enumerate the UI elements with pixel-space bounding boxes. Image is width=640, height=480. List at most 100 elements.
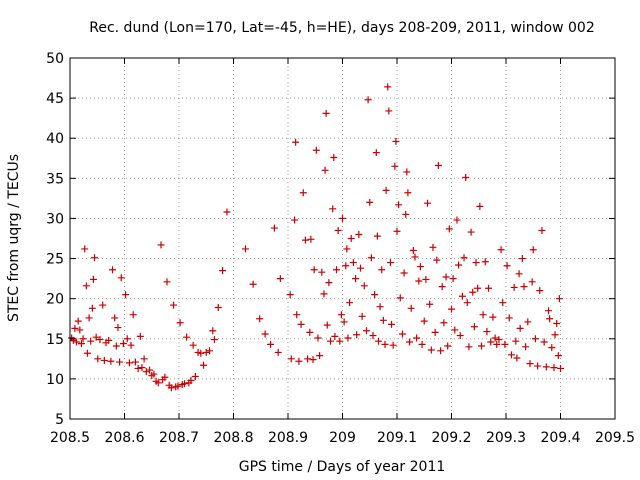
data-point: [256, 315, 264, 323]
data-point: [76, 326, 84, 334]
data-point: [481, 258, 489, 266]
data-point: [116, 358, 124, 366]
data-point: [434, 161, 442, 169]
data-point: [465, 343, 473, 351]
data-point: [356, 264, 364, 272]
data-point: [460, 254, 468, 262]
data-point: [320, 290, 328, 298]
data-point: [314, 334, 322, 342]
data-point: [167, 384, 175, 392]
data-point: [214, 303, 222, 311]
data-point: [513, 354, 521, 362]
data-point: [274, 348, 282, 356]
data-point: [437, 347, 445, 355]
data-point: [336, 337, 344, 345]
data-point: [138, 364, 146, 372]
data-point: [346, 299, 354, 307]
data-point: [371, 291, 379, 299]
data-point: [551, 331, 559, 339]
data-point: [395, 201, 403, 209]
data-point: [501, 340, 509, 348]
data-point: [73, 338, 81, 346]
data-point: [388, 320, 396, 328]
data-point: [545, 307, 553, 315]
data-point: [438, 283, 446, 291]
data-point: [477, 342, 485, 350]
data-point: [112, 342, 120, 350]
data-point: [111, 314, 119, 322]
data-point: [249, 280, 257, 288]
y-tick-label: 50: [46, 51, 64, 67]
data-point: [550, 364, 558, 372]
data-point: [189, 341, 197, 349]
data-point: [557, 364, 564, 372]
data-point: [170, 301, 178, 309]
data-point: [276, 275, 284, 283]
y-tick-label: 15: [46, 332, 64, 348]
data-point: [87, 337, 95, 345]
data-point: [536, 287, 544, 295]
data-point: [223, 208, 231, 216]
data-point: [322, 109, 330, 117]
data-point: [329, 205, 337, 213]
data-point: [327, 337, 335, 345]
data-point: [88, 304, 96, 312]
data-point: [516, 324, 524, 332]
data-point: [125, 359, 133, 367]
data-point: [411, 253, 419, 261]
y-tick-label: 5: [55, 412, 64, 428]
data-point: [424, 199, 432, 207]
data-point: [505, 314, 513, 322]
data-point: [91, 254, 99, 262]
data-point: [491, 334, 499, 342]
data-point: [429, 243, 437, 251]
data-point: [293, 311, 301, 319]
data-point: [331, 332, 339, 340]
data-point: [107, 357, 115, 365]
data-point: [362, 327, 370, 335]
data-point: [183, 333, 191, 341]
data-point: [123, 335, 131, 343]
data-point: [174, 382, 182, 390]
data-point: [487, 338, 495, 346]
data-point: [100, 356, 108, 364]
data-point: [129, 311, 137, 319]
data-point: [146, 366, 154, 374]
data-point: [79, 335, 87, 343]
data-point: [422, 275, 430, 283]
data-point: [479, 311, 487, 319]
data-point: [376, 303, 384, 311]
data-point: [77, 340, 85, 348]
data-point: [360, 282, 368, 290]
data-point: [330, 153, 338, 161]
data-point: [402, 210, 410, 218]
y-tick-labels: 5 10 15 20 25 30 35 40 45 50: [46, 51, 64, 428]
axis-ticks: [69, 57, 616, 420]
data-point: [445, 225, 453, 233]
data-point: [415, 277, 423, 285]
data-point: [127, 341, 135, 349]
data-point: [553, 320, 561, 328]
data-point: [197, 349, 205, 357]
data-point: [389, 341, 397, 349]
data-point: [83, 349, 91, 357]
data-point: [154, 379, 162, 387]
data-point: [534, 362, 542, 370]
data-point: [200, 361, 208, 369]
data-point: [85, 314, 93, 322]
data-point: [398, 330, 406, 338]
data-point: [82, 282, 90, 290]
data-point: [404, 189, 412, 197]
x-tick-label: 209: [329, 430, 356, 446]
data-point: [493, 340, 501, 348]
data-point: [343, 245, 351, 253]
data-point: [548, 344, 556, 352]
data-point: [352, 275, 360, 283]
data-point: [433, 256, 441, 264]
data-point: [467, 228, 475, 236]
x-tick-labels: 208.5 208.6 208.7 208.8 208.9 209 209.1 209.2 20…: [50, 430, 635, 446]
data-point: [528, 278, 536, 286]
data-point: [507, 351, 515, 359]
chart-title: Rec. dund (Lon=170, Lat=-45, h=HE), days…: [89, 20, 595, 36]
data-point: [191, 372, 199, 380]
